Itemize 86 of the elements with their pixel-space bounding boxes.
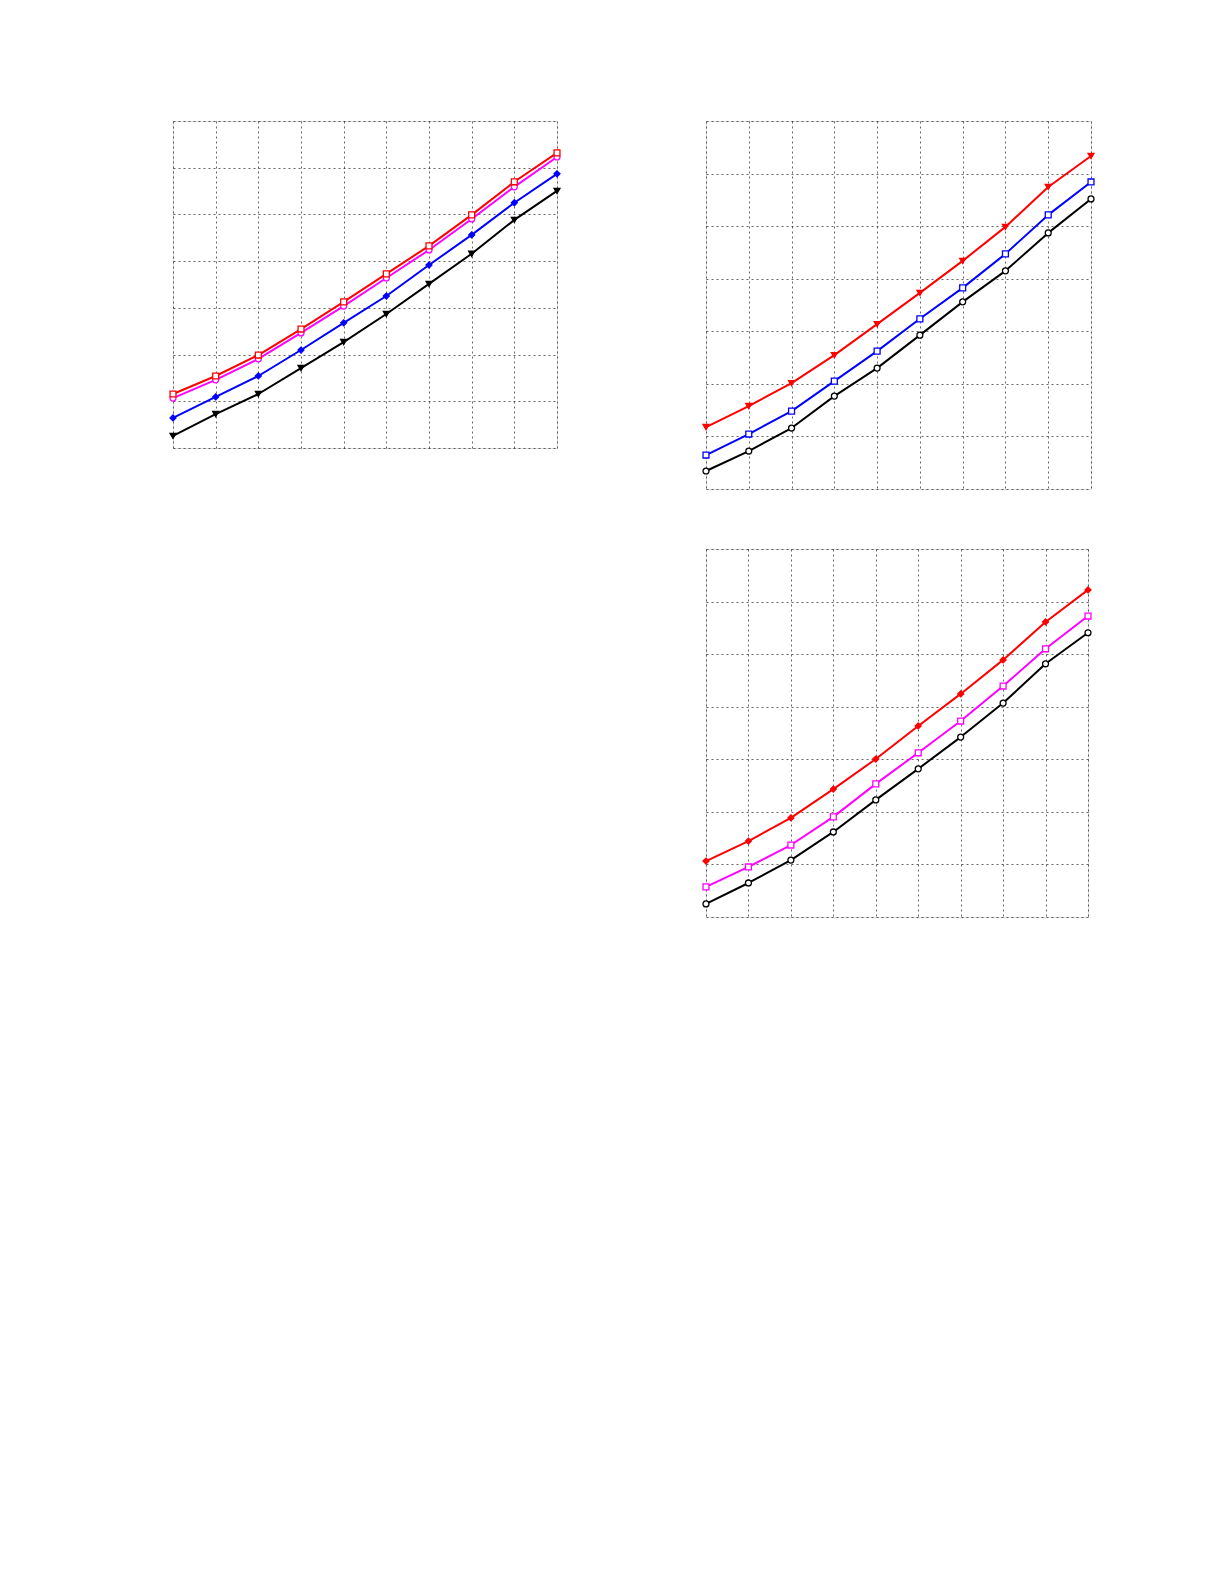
point (745, 447, 753, 455)
point (1087, 152, 1095, 160)
point (169, 432, 177, 440)
point (702, 900, 710, 908)
point (959, 284, 967, 292)
point (297, 325, 305, 333)
point (872, 755, 880, 763)
point (957, 717, 965, 725)
point (916, 289, 924, 297)
point (297, 364, 305, 372)
point (510, 216, 518, 224)
point (468, 231, 476, 239)
point (787, 379, 796, 387)
point (999, 699, 1007, 707)
point (829, 828, 837, 836)
point (744, 863, 753, 871)
point (510, 178, 518, 186)
point (553, 187, 561, 195)
point (212, 410, 220, 418)
point (254, 390, 262, 398)
point (959, 298, 967, 306)
point (382, 310, 390, 318)
point (468, 250, 476, 258)
point (212, 393, 220, 401)
point (1041, 660, 1050, 668)
point (959, 257, 967, 265)
point (829, 813, 837, 821)
point (744, 837, 753, 845)
point (999, 682, 1007, 690)
point (744, 879, 753, 887)
point (510, 199, 518, 207)
point (916, 331, 924, 339)
point (1041, 645, 1050, 653)
point (787, 841, 795, 849)
point (1087, 178, 1095, 186)
point (745, 430, 753, 438)
point (169, 390, 177, 398)
point (745, 402, 753, 410)
point (1041, 618, 1050, 626)
point (787, 814, 795, 822)
point (872, 780, 880, 788)
point (1044, 211, 1052, 219)
point (872, 796, 880, 804)
point (212, 372, 220, 380)
point (340, 319, 348, 327)
point (914, 749, 922, 757)
point (787, 856, 795, 864)
point (914, 765, 922, 773)
point (1044, 183, 1052, 191)
point (1001, 267, 1010, 275)
point (916, 315, 924, 323)
point (787, 424, 796, 432)
point (425, 280, 433, 288)
point (830, 377, 838, 385)
point (829, 785, 837, 793)
point (468, 211, 476, 219)
point (702, 467, 710, 475)
point (1084, 612, 1092, 620)
point (1044, 229, 1052, 237)
point (553, 170, 561, 178)
point (254, 351, 262, 359)
point (873, 320, 881, 328)
point (1084, 586, 1092, 594)
point (830, 351, 838, 359)
point (1001, 250, 1010, 258)
point (873, 347, 881, 355)
point (957, 690, 965, 698)
point (425, 242, 433, 250)
point (340, 338, 348, 346)
point (1087, 195, 1095, 203)
point (830, 392, 838, 400)
point (702, 451, 710, 459)
point (702, 883, 710, 891)
point (702, 423, 710, 431)
point (254, 372, 262, 380)
point (382, 270, 390, 278)
point (957, 733, 965, 741)
point (999, 656, 1007, 664)
point (382, 292, 390, 300)
point (914, 722, 922, 730)
point (1001, 223, 1010, 231)
point (553, 149, 561, 157)
point (873, 364, 881, 372)
point (340, 298, 348, 306)
point (1084, 629, 1092, 637)
point (787, 407, 796, 415)
